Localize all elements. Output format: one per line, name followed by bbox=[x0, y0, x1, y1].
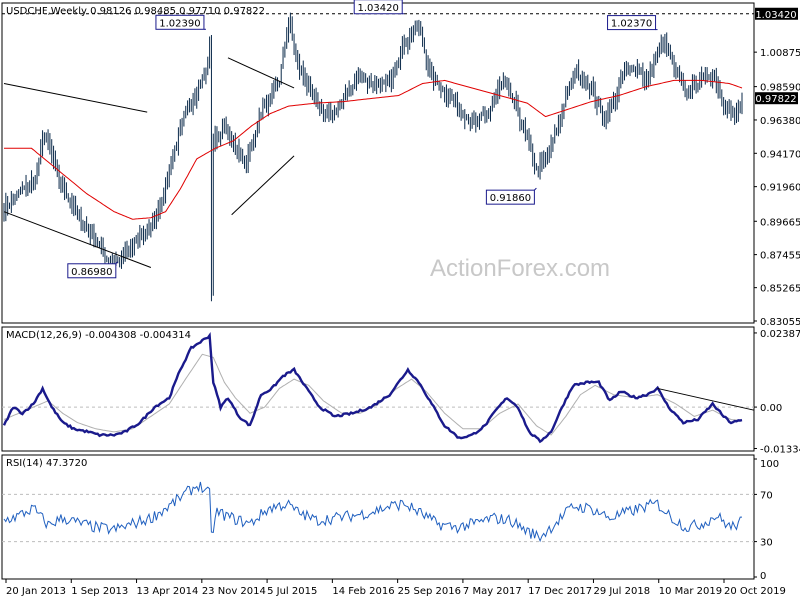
price-annotation: 0.91860 bbox=[485, 187, 537, 205]
date-tick-label: 23 Nov 2014 bbox=[202, 586, 266, 597]
watermark: ActionForex.com bbox=[430, 255, 610, 282]
date-tick-label: 20 Oct 2019 bbox=[724, 586, 786, 597]
svg-text:1.02390: 1.02390 bbox=[159, 18, 200, 29]
macd-signal-line bbox=[3, 353, 743, 436]
price-annotation: 0.86980 bbox=[67, 261, 119, 279]
rsi-tick-label: 0 bbox=[760, 571, 766, 582]
last-price-marker: 0.97822 bbox=[755, 92, 798, 105]
price-tick-label: 0.98590 bbox=[760, 83, 800, 94]
rsi-tick-label: 100 bbox=[760, 459, 779, 470]
price-tick-label: 0.85265 bbox=[760, 284, 800, 295]
price-tick-label: 0.96380 bbox=[760, 116, 800, 127]
peak-price-marker: 1.03420 bbox=[755, 7, 798, 21]
price-trendline bbox=[3, 211, 152, 268]
macd-panel-frame bbox=[1, 326, 755, 452]
rsi-tick-label: 70 bbox=[760, 490, 773, 501]
price-annotation: 1.02370 bbox=[607, 15, 658, 31]
price-tick-label: 0.91960 bbox=[760, 183, 800, 194]
date-tick-label: 1 Sep 2013 bbox=[71, 586, 128, 597]
price-tick-label: 0.83055 bbox=[760, 317, 800, 328]
date-tick-label: 7 May 2017 bbox=[463, 586, 522, 597]
macd-trendline bbox=[657, 387, 755, 411]
price-tick-label: 0.94170 bbox=[760, 149, 800, 160]
price-tick-label: 1.00875 bbox=[760, 48, 800, 59]
price-tick-label: 0.87455 bbox=[760, 251, 800, 262]
price-tick-label: 0.89665 bbox=[760, 217, 800, 228]
svg-text:0.97822: 0.97822 bbox=[755, 94, 796, 105]
date-tick-label: 29 Jul 2018 bbox=[593, 586, 650, 597]
rsi-tick-label: 30 bbox=[760, 538, 773, 549]
rsi-line bbox=[3, 481, 742, 543]
macd-line bbox=[2, 332, 743, 444]
svg-text:1.03420: 1.03420 bbox=[755, 10, 796, 21]
date-tick-label: 25 Sep 2016 bbox=[398, 586, 461, 597]
date-axis-ticks: 20 Jan 2013 1 Sep 2013 13 Apr 2014 23 Nov 2… bbox=[5, 579, 786, 597]
date-tick-label: 14 Feb 2016 bbox=[332, 586, 394, 597]
macd-tick-label: 0.023873 bbox=[760, 329, 800, 340]
date-tick-label: 13 Apr 2014 bbox=[137, 586, 199, 597]
price-trendline bbox=[231, 155, 295, 216]
price-annotations: 1.02390 0.86980 1.03420 0.91860 1.02370 bbox=[67, 0, 658, 279]
date-tick-label: 20 Jan 2013 bbox=[6, 586, 66, 597]
date-tick-label: 17 Dec 2017 bbox=[528, 586, 592, 597]
date-tick-label: 10 Mar 2019 bbox=[659, 586, 722, 597]
price-trendlines bbox=[3, 57, 295, 268]
price-bars bbox=[3, 12, 743, 302]
price-annotation: 1.03420 bbox=[353, 0, 405, 15]
rsi-panel-header: RSI(14) 47.3720 bbox=[6, 458, 87, 469]
price-trendline bbox=[227, 57, 295, 89]
rsi-axis-ticks: 100 70 30 0 bbox=[754, 458, 779, 582]
svg-text:1.03420: 1.03420 bbox=[358, 3, 399, 14]
price-axis-ticks: 1.00875 0.98590 0.96380 0.94170 0.91960 0.896… bbox=[754, 48, 800, 328]
macd-axis-ticks: 0.023873 0.00 -0.013346 bbox=[754, 329, 800, 456]
price-annotation: 1.02390 bbox=[155, 14, 206, 30]
date-tick-label: 5 Jul 2015 bbox=[267, 586, 317, 597]
svg-text:1.02370: 1.02370 bbox=[611, 19, 652, 30]
svg-text:0.91860: 0.91860 bbox=[490, 193, 531, 204]
macd-tick-label: -0.013346 bbox=[760, 445, 800, 456]
price-panel-header: USDCHF,Weekly 0.98126 0.98485 0.97710 0.… bbox=[6, 6, 265, 17]
moving-average-line bbox=[4, 79, 743, 220]
svg-text:0.86980: 0.86980 bbox=[71, 267, 112, 278]
price-trendline bbox=[3, 82, 148, 113]
macd-tick-label: 0.00 bbox=[760, 403, 782, 414]
rsi-panel-frame bbox=[1, 454, 755, 580]
macd-panel-header: MACD(12,26,9) -0.004308 -0.004314 bbox=[6, 330, 191, 341]
